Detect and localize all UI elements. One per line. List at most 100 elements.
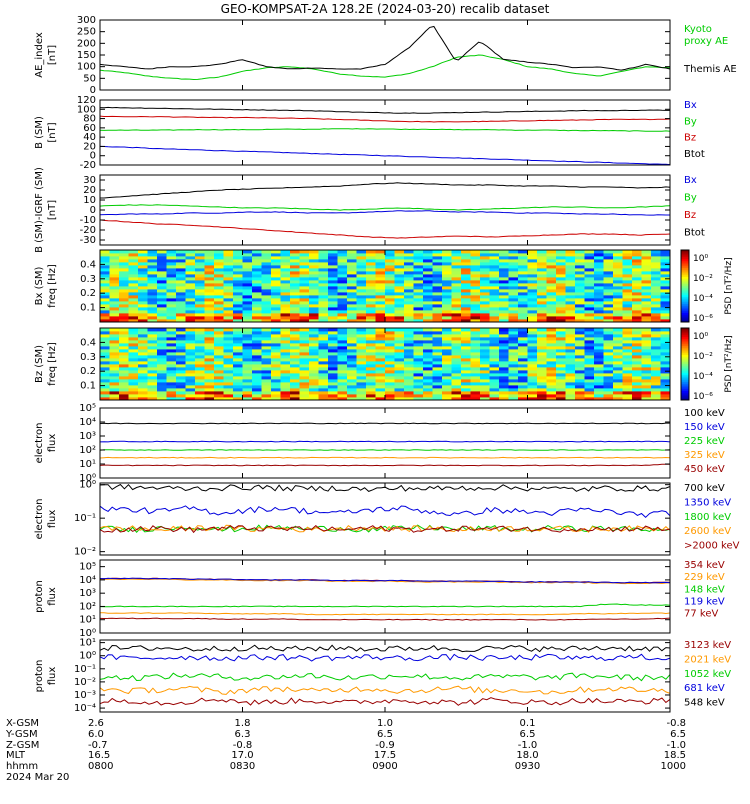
spectrogram-cell (594, 292, 604, 296)
spectrogram-cell (223, 397, 234, 401)
spectrogram-cell (461, 283, 471, 287)
spectrogram-cell (499, 343, 509, 347)
spectrogram-cell (328, 358, 338, 362)
spectrogram-cell (584, 331, 595, 335)
spectrogram-cell (233, 337, 243, 341)
spectrogram-cell (632, 334, 642, 338)
spectrogram-cell (204, 388, 215, 392)
spectrogram-cell (356, 349, 367, 353)
spectrogram-cell (641, 304, 652, 308)
spectrogram-cell (556, 256, 566, 260)
spectrogram-cell (109, 301, 120, 305)
spectrogram-cell (413, 286, 424, 290)
spectrogram-cell (119, 364, 129, 368)
spectrogram-cell (185, 364, 196, 368)
spectrogram-cell (489, 283, 500, 287)
spectrogram-cell (128, 271, 139, 275)
spectrogram-cell (290, 280, 300, 284)
spectrogram-cell (100, 271, 110, 275)
spectrogram-cell (185, 394, 196, 398)
spectrogram-cell (394, 391, 405, 395)
spectrogram-cell (404, 394, 414, 398)
spectrogram-cell (138, 265, 148, 269)
spectrogram-cell (157, 277, 167, 281)
spectrogram-cell (195, 352, 205, 356)
spectrogram-cell (432, 265, 443, 269)
spectrogram-cell (613, 343, 623, 347)
spectrogram-cell (280, 250, 291, 254)
spectrogram-cell (660, 358, 671, 362)
spectrogram-cell (195, 301, 205, 305)
spectrogram-cell (252, 364, 262, 368)
spectrogram-cell (404, 349, 414, 353)
spectrogram-cell (318, 253, 329, 257)
y-axis-label: flux (47, 587, 58, 606)
spectrogram-cell (575, 394, 585, 398)
spectrogram-cell (233, 295, 243, 299)
spectrogram-cell (280, 316, 291, 320)
spectrogram-cell (556, 343, 566, 347)
spectrogram-cell (347, 361, 357, 365)
spectrogram-cell (527, 346, 538, 350)
spectrogram-cell (651, 313, 661, 317)
spectrogram-cell (271, 256, 281, 260)
spectrogram-cell (138, 340, 148, 344)
spectrogram-cell (119, 256, 129, 260)
spectrogram-cell (613, 265, 623, 269)
spectrogram-cell (252, 274, 262, 278)
spectrogram-cell (100, 313, 110, 317)
spectrogram-cell (385, 337, 395, 341)
spectrogram-cell (223, 337, 234, 341)
spectrogram-cell (527, 256, 538, 260)
spectrogram-cell (299, 370, 310, 374)
spectrogram-cell (394, 280, 405, 284)
spectrogram-cell (413, 352, 424, 356)
spectrogram-cell (138, 331, 148, 335)
spectrogram-cell (185, 277, 196, 281)
spectrogram-cell (613, 328, 623, 332)
spectrogram-cell (537, 286, 547, 290)
spectrogram-cell (508, 331, 519, 335)
spectrogram-cell (119, 394, 129, 398)
spectrogram-cell (271, 262, 281, 266)
spectrogram-cell (660, 265, 671, 269)
spectrogram-cell (470, 292, 481, 296)
spectrogram-cell (413, 313, 424, 317)
spectrogram-cell (480, 319, 490, 323)
spectrogram-cell (147, 349, 158, 353)
spectrogram-cell (651, 319, 661, 323)
spectrogram-cell (157, 349, 167, 353)
colorbar-segment (681, 340, 689, 343)
spectrogram-cell (622, 256, 633, 260)
spectrogram-cell (176, 274, 186, 278)
spectrogram-cell (651, 373, 661, 377)
spectrogram-cell (518, 394, 528, 398)
spectrogram-cell (499, 295, 509, 299)
spectrogram-cell (461, 316, 471, 320)
spectrogram-cell (651, 316, 661, 320)
spectrogram-cell (575, 265, 585, 269)
spectrogram-cell (632, 253, 642, 257)
spectrogram-cell (499, 280, 509, 284)
spectrogram-cell (185, 391, 196, 395)
spectrogram-cell (480, 349, 490, 353)
spectrogram-cell (138, 256, 148, 260)
spectrogram-cell (660, 262, 671, 266)
spectrogram-cell (252, 292, 262, 296)
spectrogram-cell (366, 391, 376, 395)
spectrogram-cell (632, 385, 642, 389)
spectrogram-cell (261, 295, 272, 299)
spectrogram-cell (128, 382, 139, 386)
colorbar-segment (681, 335, 689, 338)
spectrogram-cell (318, 301, 329, 305)
spectrogram-cell (537, 271, 547, 275)
spectrogram-cell (328, 343, 338, 347)
spectrogram-cell (584, 319, 595, 323)
series-line (99, 106, 670, 114)
spectrogram-cell (546, 340, 557, 344)
spectrogram-cell (489, 304, 500, 308)
spectrogram-cell (157, 343, 167, 347)
spectrogram-cell (337, 250, 348, 254)
spectrogram-cell (622, 292, 633, 296)
spectrogram-cell (375, 355, 386, 359)
